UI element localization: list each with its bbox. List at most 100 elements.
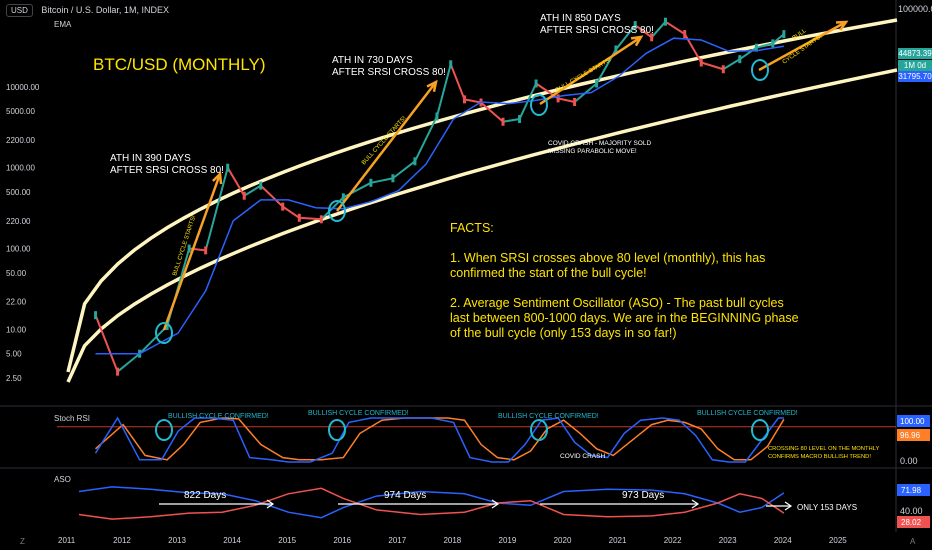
price-candle [242,191,246,200]
price-axis-top-label: 100000.00 [898,4,932,14]
footer-right-icon[interactable]: A [910,537,916,546]
cycle-arrows [162,20,849,331]
facts-line: confirmed the start of the bull cycle! [450,266,647,280]
cycle-arrow-4-head [835,20,849,31]
aso-title: ASO [54,475,71,484]
price-candle [462,95,466,104]
y-tick-label: 220.00 [6,217,31,226]
ath-annotation-2-line2: AFTER SRSI CROSS 80! [332,67,446,78]
cross-circle [751,419,769,441]
price-segment [449,63,466,100]
cross-circle [530,419,548,441]
y-tick-label: 1000.00 [6,164,35,173]
crossing-80-note-line1: CROSSING 80 LEVEL ON THE MONTHLY [768,446,879,452]
y-axis: 10000.00 5000.00 2200.00 1000.00 500.00 220.0… [6,83,40,383]
price-segment [464,98,482,104]
price-candle [297,213,301,222]
price-segment [739,46,757,60]
aso-series [78,486,793,520]
cross-circle [328,200,346,222]
price-segment [650,21,667,38]
upper-channel-curve [66,18,898,373]
price-candle [556,94,560,103]
price-segment [480,101,504,123]
covid-crash-label: COVID CRASH [560,453,605,460]
price-segment [138,325,168,355]
y-tick-label: 5.00 [6,350,22,359]
cycle-days-label: 973 Days [622,490,664,501]
bullish-confirmed-label: BULLISH CYCLE CONFIRMED! [697,410,798,417]
price-segment [226,167,246,197]
stoch-rsi-series [57,416,896,463]
cycle-arrow-2 [336,81,437,212]
price-candle [614,45,618,54]
ath-annotation-3-line1: ATH IN 850 DAYS [540,13,621,24]
price-segment [615,24,636,51]
aso-bull-line [78,486,785,519]
y-tick-label: 500.00 [6,188,31,197]
symbol-line: Bitcoin / U.S. Dollar, 1M, INDEX [41,5,169,15]
price-segment [700,61,724,71]
price-candle [226,163,230,172]
x-tick-label: 2021 [609,536,627,545]
price-candle [165,322,169,331]
cross-circle [155,322,173,344]
footer-left-icon[interactable]: Z [20,537,25,546]
y-tick-label: 5000.00 [6,107,35,116]
x-tick-label: 2023 [719,536,737,545]
channel-curves [66,18,898,383]
price-candle [259,181,263,190]
cycle-length-arrow-head [491,499,500,509]
price-candle [518,115,522,124]
cross-circle [530,94,548,116]
y-tick-label: 50.00 [6,269,27,278]
price-segment [260,184,284,208]
facts-line: 2. Average Sentiment Oscillator (ASO) - … [450,296,784,310]
price-segment [299,216,322,221]
facts-heading: FACTS: [450,221,494,235]
covid-crash-note-line2: MISSING PARABOLIC MOVE! [548,148,637,155]
x-tick-label: 2015 [278,536,296,545]
price-candle [341,193,345,202]
cycle-arrow-1-head [211,171,223,185]
lower-channel-curve [66,68,898,383]
currency-button[interactable]: USD [6,4,33,17]
stoch-d-text: 96.96 [900,431,921,440]
ath-annotation-2-line1: ATH IN 730 DAYS [332,55,413,66]
price-segment [392,160,416,180]
cycle-arrow-1 [162,173,222,331]
price-candle [369,178,373,187]
price-candle [754,43,758,52]
stoch-zero-label: 0.00 [900,456,918,466]
stoch-rsi-title: Stoch RSI [54,414,90,423]
covid-crash-note-line1: COVID CRASH - MAJORITY SOLD [548,140,651,147]
cycle-length-arrow-head [266,499,275,509]
cycle-length-arrow-head [691,499,700,509]
x-tick-label: 2014 [223,536,241,545]
price-candle [650,33,654,42]
price-candle [413,157,417,166]
cross-circle [155,419,173,441]
price-candle [204,246,208,255]
price-candle [683,30,687,39]
x-tick-label: 2019 [499,536,517,545]
price-candle [534,79,538,88]
facts-line: last between 800-1000 days. We are in th… [450,311,799,325]
ath-annotation-1-line1: ATH IN 390 DAYS [110,153,191,164]
price-badge-current: 44873.39 [898,48,932,59]
current-cycle-arrow-head [784,501,793,511]
aso-mid-label: 40.00 [900,506,923,516]
y-tick-label: 22.00 [6,298,27,307]
facts-line: 1. When SRSI crosses above 80 level (mon… [450,251,765,265]
x-tick-label: 2024 [774,536,792,545]
bullish-confirmed-label: BULLISH CYCLE CONFIRMED! [168,413,269,420]
price-badge-countdown: 1M 0d [898,60,932,71]
y-tick-label: 10000.00 [6,83,40,92]
price-badge-ema: 31795.70 [898,71,932,82]
price-candle [281,202,285,211]
cycle-arrow-2-head [426,79,438,93]
price-candle [573,97,577,106]
price-candle [319,215,323,224]
ath-annotation-1-line2: AFTER SRSI CROSS 80! [110,165,224,176]
